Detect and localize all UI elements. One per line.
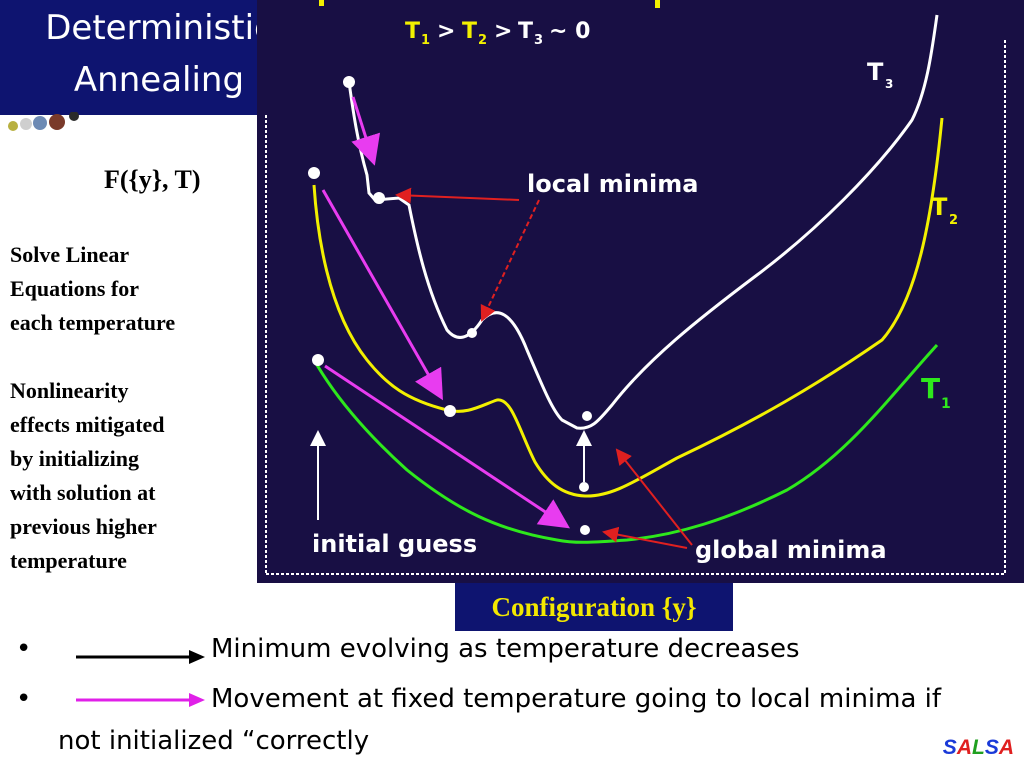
top-marker-left <box>319 0 324 6</box>
point-t1-global <box>580 525 590 535</box>
x-axis-label: Configuration {y} <box>455 583 733 631</box>
t1-label-sub: 1 <box>941 396 951 412</box>
side-text-line-3: each temperature <box>10 310 176 335</box>
bullet-2-continuation: not initialized “correctly <box>58 726 370 756</box>
black-arrow-icon <box>76 650 205 664</box>
side-text-line-4: Nonlinearity <box>10 378 129 403</box>
red-arrow-global-2 <box>602 526 688 549</box>
global-minima-label: global minima <box>695 536 887 564</box>
logo-letter-a2: A <box>998 736 1014 759</box>
temperature-order: T 1 > T 2 > T 3 ~ 0 <box>405 19 590 48</box>
temp-order-gt1: > <box>437 19 455 44</box>
temp-order-s2: 2 <box>478 33 487 48</box>
annotations: local minima global minima initial guess <box>312 170 887 564</box>
side-text-line-6: by initializing <box>10 446 139 471</box>
t3-label-sub: 3 <box>885 77 893 91</box>
side-text-line-5: effects mitigated <box>10 412 165 437</box>
bullet-1-marker: • <box>16 634 32 664</box>
initial-guess-label: initial guess <box>312 530 477 558</box>
top-marker-right <box>655 0 660 8</box>
logo-letter-l: L <box>971 736 985 759</box>
salsa-logo: SALSA <box>943 736 1014 760</box>
temp-order-t2: T <box>462 19 477 44</box>
pink-arrow-t2 <box>321 189 443 401</box>
temp-order-s1: 1 <box>421 33 430 48</box>
temp-order-t3: T <box>518 19 533 44</box>
point-t1-start <box>312 354 324 366</box>
function-label: F({y}, T) <box>104 165 201 194</box>
point-t3-start <box>343 76 355 88</box>
t3-label: T <box>867 58 884 86</box>
title-line-2: Annealing <box>73 60 245 100</box>
temp-order-t1: T <box>405 19 420 44</box>
side-text-line-7: with solution at <box>10 480 156 505</box>
bullet-1-text: Minimum evolving as temperature decrease… <box>211 634 800 664</box>
title-line-1: Deterministic <box>45 8 273 48</box>
logo-letter-s1: S <box>942 736 957 759</box>
logo-letter-a1: A <box>956 736 972 759</box>
curve-labels: T 3 T 2 T 1 <box>867 58 958 412</box>
red-arrow-local-2 <box>480 199 540 322</box>
t2-curve <box>312 117 944 498</box>
t2-label: T <box>931 193 948 221</box>
plot-background <box>257 0 1024 583</box>
point-t3-local <box>373 192 385 204</box>
decorative-planets-icon <box>8 112 79 131</box>
t1-label: T <box>921 372 940 405</box>
point-t2-local <box>444 405 456 417</box>
pink-arrow-t3 <box>351 96 381 166</box>
point-t2-start <box>308 167 320 179</box>
bullet-2-marker: • <box>16 684 32 714</box>
t3-curve <box>347 14 939 430</box>
side-text-line-8: previous higher <box>10 514 157 539</box>
side-text-line-1: Solve Linear <box>10 242 130 267</box>
point-t3-global <box>582 411 592 421</box>
annealing-diagram: T 1 > T 2 > T 3 ~ 0 T 3 T 2 T 1 local mi… <box>257 0 1024 583</box>
minimum-points <box>308 76 592 535</box>
temp-order-s3: 3 <box>534 33 543 48</box>
temp-order-approx: ~ 0 <box>549 19 590 44</box>
bullet-2-text: Movement at fixed temperature going to l… <box>211 684 942 714</box>
point-t3-local-2 <box>467 328 477 338</box>
side-text-line-2: Equations for <box>10 276 139 301</box>
point-t2-global <box>579 482 589 492</box>
local-minima-label: local minima <box>527 170 698 198</box>
pink-arrow-t1 <box>324 364 571 529</box>
t2-label-sub: 2 <box>949 213 958 228</box>
logo-letter-s2: S <box>984 736 999 759</box>
plot-frame <box>265 40 1006 575</box>
temp-order-gt2: > <box>494 19 512 44</box>
red-arrow-local-1 <box>395 187 520 204</box>
magenta-arrow-icon <box>76 693 205 707</box>
t1-curve <box>315 343 939 544</box>
red-arrow-global-1 <box>615 448 693 546</box>
side-text-line-9: temperature <box>10 548 127 573</box>
